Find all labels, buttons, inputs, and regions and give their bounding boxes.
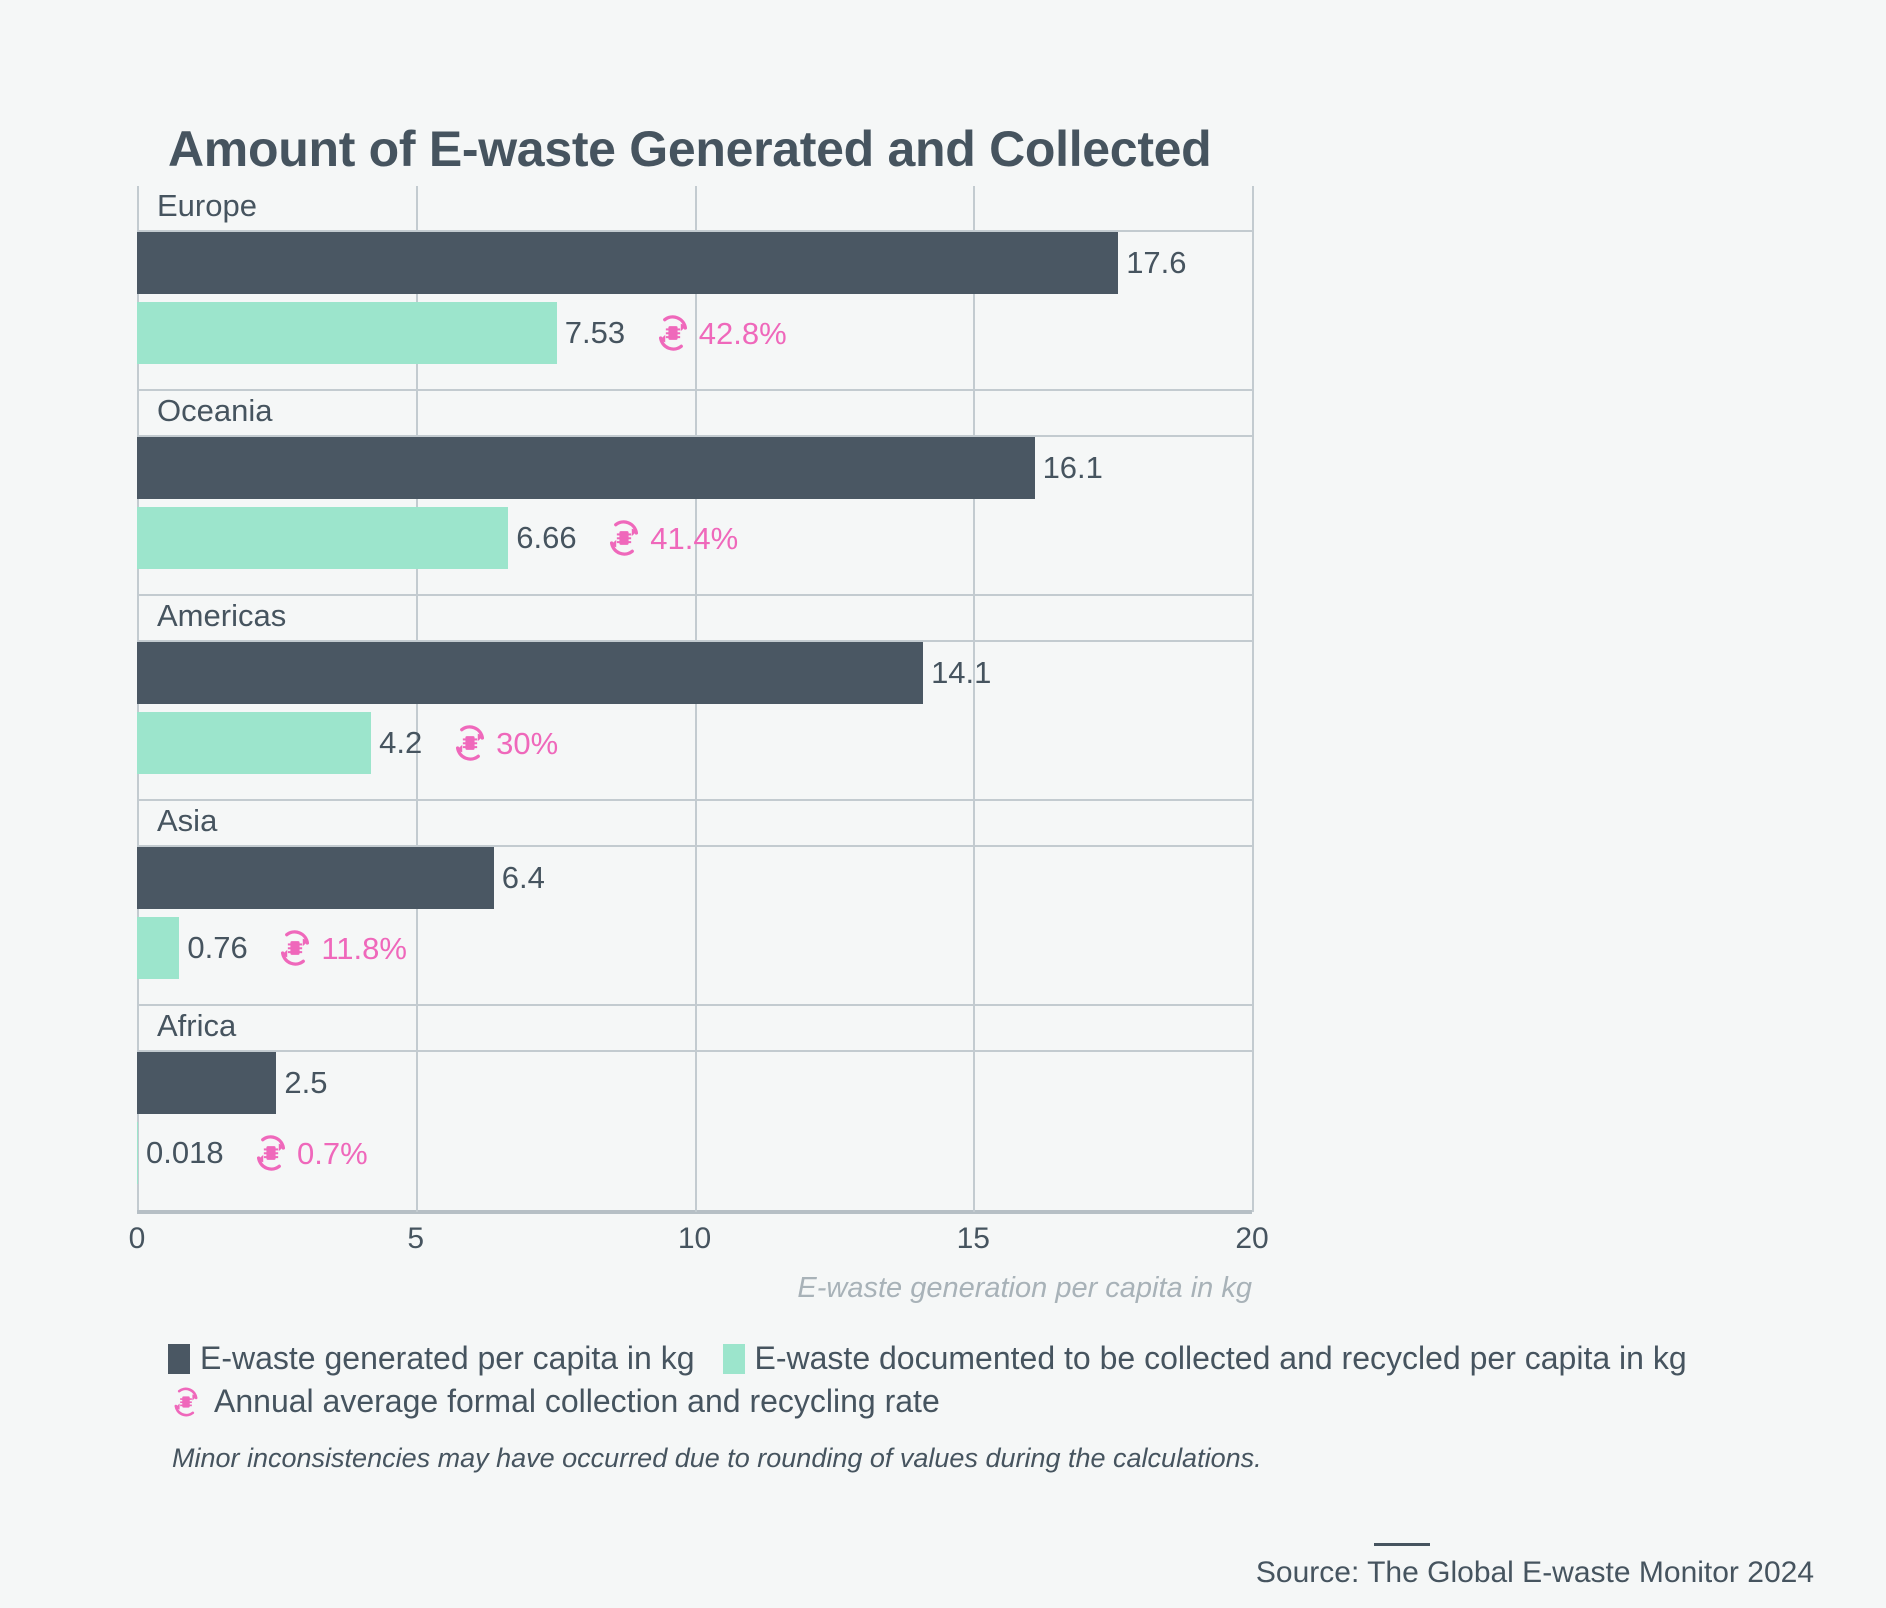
legend-label-generated: E-waste generated per capita in kg (200, 1340, 695, 1376)
bar-row: Asia 6.4 0.76 11.8% (137, 801, 1252, 1006)
recycle-icon (448, 721, 492, 765)
bar-value-collected-europe: 7.53 (564, 315, 626, 350)
page-title: Amount of E-waste Generated and Collecte… (168, 121, 1212, 177)
x-tick-5: 5 (407, 1222, 425, 1255)
label-separator (137, 640, 1252, 642)
x-axis-line (137, 1210, 1252, 1214)
recycling-rate-oceania: 41.4% (602, 507, 738, 569)
rate-value-africa: 0.7% (297, 1135, 368, 1171)
x-tick-0: 0 (128, 1222, 146, 1255)
bar-value-generated-asia: 6.4 (501, 860, 545, 895)
source-divider (1374, 1543, 1430, 1546)
recycling-rate-europe: 42.8% (651, 302, 787, 364)
bar-value-generated-americas: 14.1 (931, 655, 992, 690)
legend-label-rate: Annual average formal collection and rec… (214, 1383, 940, 1419)
bar-value-collected-asia: 0.76 (187, 930, 248, 965)
legend: E-waste generated per capita in kg E-was… (168, 1340, 1768, 1426)
rate-value-asia: 11.8% (321, 930, 407, 966)
category-label-africa: Africa (157, 1008, 237, 1043)
bar-value-generated-oceania: 16.1 (1042, 450, 1103, 485)
x-tick-15: 15 (956, 1222, 990, 1255)
label-separator (137, 1050, 1252, 1052)
bar-value-generated-africa: 2.5 (284, 1065, 328, 1100)
category-label-americas: Americas (157, 598, 287, 633)
label-separator (137, 230, 1252, 232)
recycling-rate-americas: 30% (448, 712, 558, 774)
row-separator (137, 594, 1252, 596)
recycle-icon (249, 1131, 293, 1175)
recycle-icon (273, 926, 317, 970)
category-label-oceania: Oceania (157, 393, 273, 428)
label-separator (137, 435, 1252, 437)
category-label-asia: Asia (157, 803, 218, 838)
recycle-icon (168, 1384, 204, 1420)
bar-collected-europe (137, 302, 557, 364)
bar-row: Oceania 16.1 6.66 41.4% (137, 391, 1252, 596)
legend-item-rate: Annual average formal collection and rec… (168, 1383, 940, 1420)
bar-value-collected-americas: 4.2 (379, 725, 423, 760)
gridline-20 (1252, 186, 1254, 1212)
row-separator (137, 1004, 1252, 1006)
label-separator (137, 845, 1252, 847)
bar-value-generated-europe: 17.6 (1126, 245, 1187, 280)
bar-value-collected-oceania: 6.66 (516, 520, 577, 555)
square-swatch-green-icon (722, 1343, 745, 1374)
bar-value-collected-africa: 0.018 (146, 1135, 224, 1170)
rate-value-oceania: 41.4% (650, 520, 739, 556)
category-label-europe: Europe (157, 188, 257, 223)
recycle-icon (651, 311, 695, 355)
legend-item-generated: E-waste generated per capita in kg (168, 1340, 695, 1377)
rate-value-europe: 42.8% (698, 315, 787, 351)
x-tick-10: 10 (677, 1222, 712, 1255)
recycling-rate-asia: 11.8% (273, 917, 407, 979)
bar-collected-asia (137, 917, 180, 979)
recycle-icon (602, 516, 646, 560)
x-tick-20: 20 (1235, 1222, 1269, 1255)
row-separator (137, 799, 1252, 801)
bar-row: Americas 14.1 4.2 30% (137, 596, 1252, 801)
bar-row: Africa 2.5 0.018 0.7% (137, 1006, 1252, 1211)
legend-item-collected: E-waste documented to be collected and r… (722, 1340, 1687, 1377)
year-watermark: 2022 (1853, 575, 1886, 1016)
bar-generated-oceania (137, 437, 1035, 499)
bar-row: Europe 17.6 7.53 42.8% (137, 186, 1252, 391)
rate-value-americas: 30% (496, 725, 559, 761)
bar-collected-africa (137, 1122, 138, 1184)
plot-area: Europe 17.6 7.53 42.8% Oceania 16.1 6.66 41.4% A… (137, 186, 1254, 1214)
x-axis-label: E-waste generation per capita in kg (797, 1272, 1252, 1304)
square-swatch-dark-icon (168, 1343, 190, 1374)
footnote: Minor inconsistencies may have occurred … (172, 1443, 1262, 1473)
source-text: Source: The Global E-waste Monitor 2024 (1255, 1556, 1814, 1589)
bar-collected-americas (137, 712, 372, 774)
legend-line-2: Annual average formal collection and rec… (168, 1383, 1768, 1420)
recycling-rate-africa: 0.7% (249, 1122, 368, 1184)
legend-label-collected: E-waste documented to be collected and r… (754, 1340, 1687, 1376)
legend-line-1: E-waste generated per capita in kg E-was… (168, 1340, 1768, 1377)
row-separator (137, 389, 1252, 391)
bar-generated-europe (137, 232, 1119, 294)
gridline-15 (973, 186, 976, 1212)
bar-generated-asia (137, 847, 494, 909)
bar-generated-americas (137, 642, 924, 704)
bar-collected-oceania (137, 507, 509, 569)
bar-generated-africa (137, 1052, 277, 1114)
